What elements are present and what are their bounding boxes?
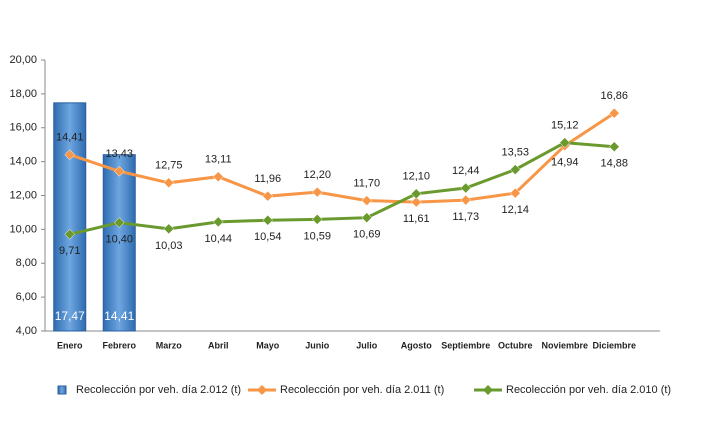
x-tick-label: Septiembre bbox=[441, 340, 490, 350]
y-tick-label: 20,00 bbox=[9, 54, 37, 66]
marker bbox=[113, 165, 125, 177]
y-tick-label: 14,00 bbox=[9, 156, 37, 168]
x-tick-label: Diciembre bbox=[592, 340, 636, 350]
legend-swatch bbox=[257, 385, 267, 395]
marker bbox=[64, 228, 76, 240]
legend-swatch bbox=[57, 385, 67, 395]
legend-label: Recolección por veh. día 2.012 (t) bbox=[76, 384, 241, 396]
x-tick-label: Febrero bbox=[102, 340, 136, 350]
data-label: 13,43 bbox=[105, 148, 133, 160]
data-label: 16,86 bbox=[600, 90, 628, 102]
marker bbox=[509, 187, 521, 199]
marker bbox=[559, 137, 571, 149]
marker bbox=[361, 195, 373, 206]
legend-label: Recolección por veh. día 2.010 (t) bbox=[506, 384, 671, 396]
y-tick-label: 6,00 bbox=[16, 291, 37, 303]
x-tick-label: Agosto bbox=[401, 340, 432, 350]
data-label: 11,96 bbox=[254, 173, 281, 185]
x-tick-label: Octubre bbox=[498, 340, 533, 350]
x-tick-label: Abril bbox=[208, 340, 229, 350]
data-label: 11,73 bbox=[452, 211, 479, 223]
bar-label: 17,47 bbox=[55, 309, 85, 323]
marker bbox=[361, 212, 373, 224]
data-label: 11,61 bbox=[403, 213, 430, 225]
y-tick-label: 16,00 bbox=[9, 122, 37, 134]
x-tick-label: Junio bbox=[305, 340, 330, 350]
legend-label: Recolección por veh. día 2.011 (t) bbox=[280, 384, 444, 396]
data-label: 12,14 bbox=[501, 204, 529, 216]
marker bbox=[410, 196, 422, 208]
marker bbox=[608, 141, 620, 153]
y-tick-label: 18,00 bbox=[9, 88, 37, 100]
x-tick-label: Julio bbox=[356, 340, 378, 350]
y-tick-label: 4,00 bbox=[16, 325, 37, 337]
x-tick-label: Noviembre bbox=[541, 340, 588, 350]
data-label: 10,03 bbox=[155, 240, 183, 252]
data-label: 13,11 bbox=[205, 154, 232, 166]
marker bbox=[460, 182, 472, 194]
x-tick-label: Marzo bbox=[156, 340, 183, 350]
y-tick-label: 10,00 bbox=[9, 223, 37, 235]
marker bbox=[64, 149, 76, 161]
data-label: 14,41 bbox=[56, 132, 84, 144]
bar-label: 14,41 bbox=[104, 309, 134, 323]
data-label: 12,75 bbox=[155, 160, 183, 172]
marker bbox=[212, 171, 224, 183]
line bbox=[69, 141, 615, 236]
line bbox=[69, 111, 616, 204]
data-label: 12,44 bbox=[452, 165, 480, 177]
marker bbox=[163, 223, 175, 235]
legend-swatch bbox=[483, 385, 493, 395]
x-tick-label: Mayo bbox=[256, 340, 280, 350]
data-label: 12,10 bbox=[402, 171, 430, 183]
data-label: 10,69 bbox=[353, 229, 381, 241]
marker bbox=[460, 194, 472, 206]
marker bbox=[509, 164, 521, 175]
marker bbox=[163, 177, 175, 189]
data-label: 10,59 bbox=[303, 230, 331, 242]
data-label: 13,53 bbox=[501, 146, 529, 158]
y-tick-label: 8,00 bbox=[16, 257, 37, 269]
data-label: 12,20 bbox=[303, 169, 331, 181]
x-tick-label: Enero bbox=[57, 340, 83, 350]
data-label: 10,44 bbox=[204, 233, 232, 245]
data-label: 9,71 bbox=[59, 245, 80, 257]
data-label: 11,70 bbox=[353, 177, 380, 189]
data-label: 15,12 bbox=[551, 120, 579, 132]
marker bbox=[311, 186, 323, 198]
marker bbox=[608, 107, 620, 119]
marker bbox=[311, 214, 323, 225]
data-label: 10,40 bbox=[105, 234, 133, 246]
marker bbox=[113, 217, 125, 228]
data-label: 14,88 bbox=[600, 158, 628, 170]
bar bbox=[53, 102, 87, 332]
bar bbox=[102, 154, 136, 332]
marker bbox=[262, 190, 274, 202]
marker bbox=[212, 216, 224, 228]
data-label: 14,94 bbox=[551, 157, 579, 169]
y-tick-label: 12,00 bbox=[9, 189, 37, 201]
marker bbox=[262, 214, 274, 226]
marker bbox=[410, 188, 422, 200]
data-label: 10,54 bbox=[254, 231, 282, 243]
